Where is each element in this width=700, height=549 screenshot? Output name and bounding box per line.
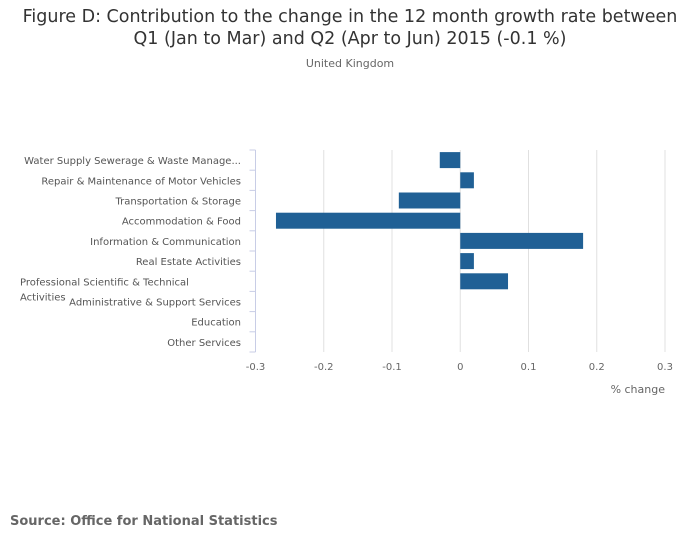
y-category-label-line-1: Professional Scientific & Technical [20, 277, 189, 288]
bar [439, 152, 461, 169]
bar [398, 192, 461, 209]
bar [460, 232, 584, 249]
source-note: Source: Office for National Statistics [10, 514, 278, 529]
x-tick-label: 0.3 [657, 362, 673, 373]
x-tick-label: 0.2 [589, 362, 605, 373]
bar [460, 253, 474, 270]
y-category-label-line-2: Activities [20, 292, 66, 303]
bar [275, 212, 461, 229]
x-tick-label: 0.1 [521, 362, 537, 373]
y-category-label: Information & Communication [90, 237, 241, 248]
chart-title-line-2: Q1 (Jan to Mar) and Q2 (Apr to Jun) 2015… [133, 29, 567, 49]
x-axis-label: % change [611, 383, 666, 396]
y-category-label: Real Estate Activities [136, 257, 241, 268]
y-category-label: Transportation & Storage [115, 197, 242, 208]
y-category-label: Accommodation & Food [122, 217, 241, 228]
x-tick-label: 0 [457, 362, 463, 373]
y-category-label: Education [191, 318, 241, 329]
y-category-label: Water Supply Sewerage & Waste Manage... [24, 156, 241, 167]
chart-title: Figure D: Contribution to the change in … [0, 6, 700, 50]
bar [460, 273, 509, 290]
x-tick-label: -0.1 [382, 362, 402, 373]
chart-title-line-1: Figure D: Contribution to the change in … [22, 7, 678, 27]
y-category-label: Other Services [167, 338, 241, 349]
bar [460, 172, 474, 189]
x-tick-label: -0.2 [314, 362, 334, 373]
y-category-label: Administrative & Support Services [69, 298, 241, 309]
x-tick-label: -0.3 [246, 362, 266, 373]
chart-subtitle: United Kingdom [305, 57, 395, 70]
y-category-label: Repair & Maintenance of Motor Vehicles [41, 176, 241, 187]
